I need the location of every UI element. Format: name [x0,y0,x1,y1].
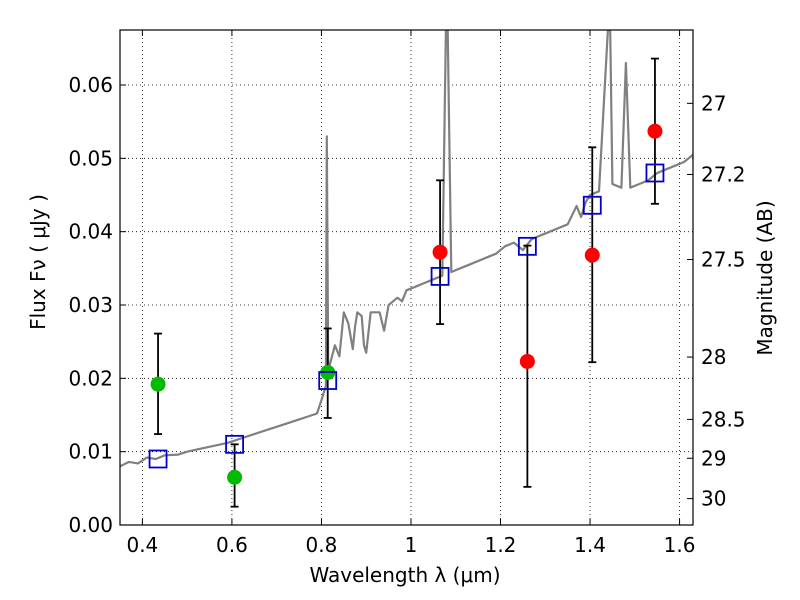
right-tick-label: 27 [701,91,726,115]
axis-layer: 0.4 0.6 0.8 1 1.2 1.4 1.6 0.00 0.01 0.02 0.03 0.04 0… [68,30,746,557]
model-point-square [148,449,168,469]
data-point [150,376,166,392]
y-tick-label: 0.00 [68,513,113,537]
right-axis-label: Magnitude (AB) [753,200,777,355]
y-axis-label: Flux Fν ( μJy ) [26,194,50,330]
data-point [519,353,535,369]
y-tick-label: 0.04 [68,220,113,244]
square-layer [148,163,665,469]
y-tick-label: 0.05 [68,146,113,170]
model-point-square [318,371,338,390]
right-tick-label: 27.5 [701,248,746,272]
model-point-square [517,236,537,256]
y-tick-label: 0.01 [68,440,113,464]
right-tick-label: 28.5 [701,407,746,431]
right-tick-label: 29 [701,446,726,470]
data-point [432,244,448,260]
x-tick-label: 0.6 [216,533,248,557]
spectrum-line [120,30,693,468]
grid [120,30,693,525]
x-tick-label: 0.8 [306,533,338,557]
data-point [227,469,243,485]
model-point-square [430,266,450,286]
x-tick-label: 1.6 [664,533,696,557]
x-tick-label: 1.2 [485,533,517,557]
plot-frame [119,29,694,526]
model-point-square [582,195,602,215]
model-point-square [225,434,245,454]
x-tick-label: 0.4 [126,533,158,557]
model-point-square [645,163,665,183]
errorbar-layer [150,57,663,508]
y-tick-label: 0.02 [68,366,113,390]
right-tick-label: 30 [701,487,726,511]
right-tick-label: 28 [701,345,726,369]
data-point [647,123,663,139]
data-point [584,247,600,263]
right-tick-label: 27.2 [701,162,746,186]
y-tick-label: 0.06 [68,73,113,97]
spectrum-layer [120,30,693,468]
y-tick-label: 0.03 [68,293,113,317]
x-tick-label: 1.4 [574,533,606,557]
x-tick-label: 1 [405,533,418,557]
x-axis-label: Wavelength λ (μm) [309,563,500,587]
